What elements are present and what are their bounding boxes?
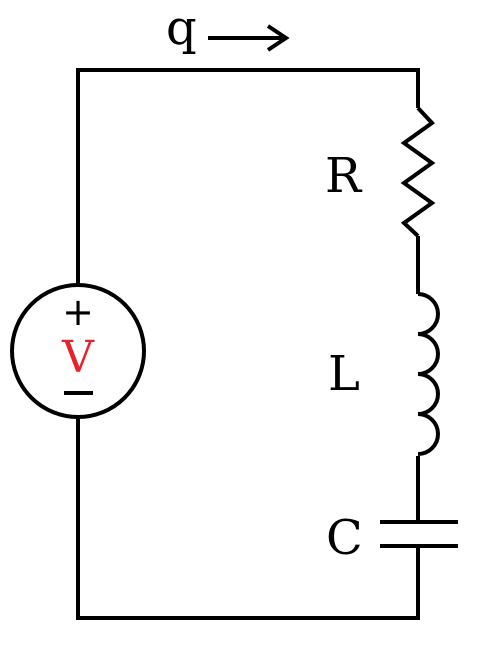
inductor-label: L	[328, 346, 360, 402]
capacitor-label: C	[326, 510, 363, 566]
resistor-symbol	[400, 106, 436, 238]
resistor-label: R	[325, 148, 363, 204]
source-label: V	[61, 332, 95, 383]
right-arrow-icon	[208, 24, 290, 52]
capacitor-symbol	[380, 520, 458, 548]
voltage-source-symbol	[10, 283, 146, 419]
charge-label: q	[166, 0, 197, 56]
inductor-symbol	[417, 292, 440, 456]
source-plus-sign: +	[62, 290, 94, 334]
